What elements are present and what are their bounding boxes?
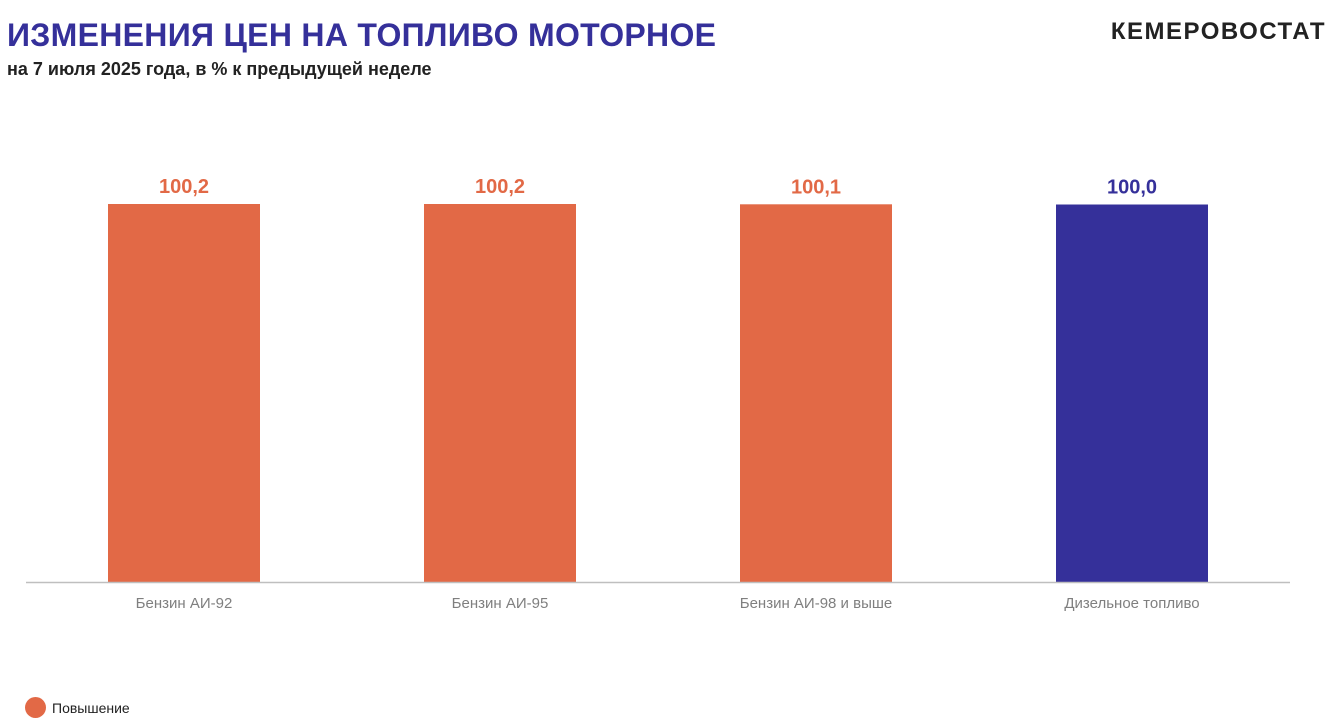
bar-2 bbox=[424, 204, 576, 582]
category-label-1: Бензин АИ-92 bbox=[136, 595, 233, 612]
category-label-2: Бензин АИ-95 bbox=[452, 595, 549, 612]
bars-group: 100,2 Бензин АИ-92 100,2 Бензин АИ-95 100,1 Б… bbox=[108, 176, 1208, 612]
page-title: ИЗМЕНЕНИЯ ЦЕН НА ТОПЛИВО МОТОРНОЕ bbox=[7, 17, 717, 53]
bar-chart: 100,2 Бензин АИ-92 100,2 Бензин АИ-95 100,1 Б… bbox=[26, 176, 1290, 612]
bar-4 bbox=[1056, 204, 1208, 582]
brand-logo: КЕМЕРОВОСТАТ bbox=[1110, 18, 1326, 45]
category-label-4: Дизельное топливо bbox=[1064, 595, 1199, 612]
data-label-2: 100,2 bbox=[475, 176, 525, 198]
category-label-3: Бензин АИ-98 и выше bbox=[740, 595, 892, 612]
data-label-3: 100,1 bbox=[791, 176, 841, 198]
data-label-1: 100,2 bbox=[159, 176, 209, 198]
legend-label-increase: Повышение bbox=[52, 699, 130, 716]
bar-3 bbox=[740, 204, 892, 583]
legend-swatch-increase bbox=[25, 697, 46, 718]
legend: Повышение bbox=[25, 697, 130, 718]
page-subtitle: на 7 июля 2025 года, в % к предыдущей не… bbox=[7, 59, 432, 79]
data-label-4: 100,0 bbox=[1107, 177, 1157, 199]
bar-1 bbox=[108, 204, 260, 582]
